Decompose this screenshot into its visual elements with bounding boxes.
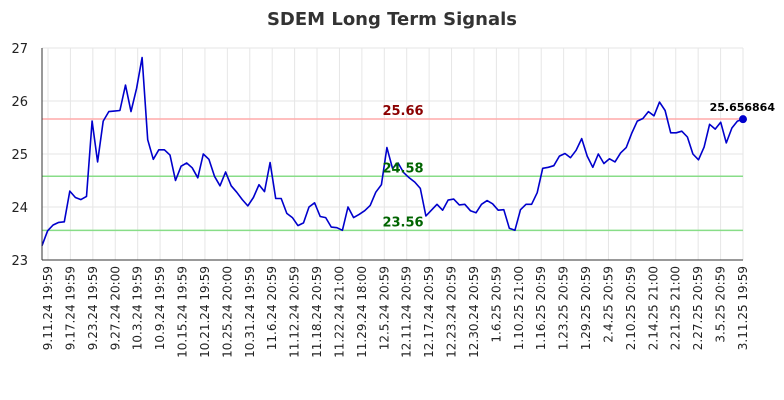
x-tick-label: 9.17.24 19:59	[63, 266, 77, 350]
y-tick-label: 24	[11, 201, 28, 216]
x-tick-label: 2.4.25 20:59	[601, 266, 615, 343]
x-tick-label: 1.16.25 20:59	[534, 266, 548, 350]
y-tick-label: 25	[11, 148, 28, 163]
labels: 25.66 24.58 23.56 25.656864	[382, 101, 775, 230]
x-tick-label: 10.21.24 19:59	[198, 266, 212, 358]
x-tick-label: 12.30.24 20:59	[467, 266, 481, 358]
x-tick-label: 12.23.24 20:59	[445, 266, 459, 358]
series-line	[41, 56, 744, 246]
last-value-label: 25.656864	[710, 101, 776, 114]
last-point-marker	[739, 115, 747, 124]
x-tick-label: 12.17.24 20:59	[422, 266, 436, 358]
x-tick-label: 10.31.24 19:59	[243, 266, 257, 358]
series-layer	[41, 56, 747, 246]
y-tick-label: 27	[11, 42, 28, 57]
x-tick-label: 12.5.24 20:59	[377, 266, 391, 350]
x-tick-label: 12.11.24 20:59	[400, 266, 414, 358]
x-tick-label: 11.18.24 20:59	[310, 266, 324, 358]
x-tick-label: 10.25.24 20:00	[220, 266, 234, 358]
grid	[42, 47, 744, 261]
x-tick-label: 9.23.24 19:59	[86, 266, 100, 350]
x-tick-label: 10.15.24 19:59	[176, 266, 190, 358]
x-tick-label: 2.14.25 21:00	[646, 266, 660, 350]
x-tick-label: 9.11.24 19:59	[41, 266, 55, 350]
x-tick-label: 1.29.25 20:59	[579, 266, 593, 350]
axes: 23 24 25 26 27 9.11.24 19:59 9.17.24 19:59 9.23…	[11, 42, 750, 358]
x-tick-label: 2.21.25 21:00	[669, 266, 683, 350]
x-tick-label: 11.12.24 20:59	[288, 266, 302, 358]
y-tick-label: 26	[11, 95, 28, 110]
x-tick-label: 11.29.24 18:00	[355, 266, 369, 358]
y-tick-label: 23	[11, 254, 28, 269]
signal-levels	[42, 118, 743, 232]
x-tick-label: 2.10.25 20:59	[624, 266, 638, 350]
chart-title: SDEM Long Term Signals	[267, 9, 517, 30]
x-tick-label: 10.9.24 19:59	[153, 266, 167, 350]
x-tick-label: 1.10.25 21:00	[512, 266, 526, 350]
x-tick-label: 10.3.24 19:59	[131, 266, 145, 350]
x-tick-label: 3.11.25 19:59	[736, 266, 750, 350]
x-tick-label: 11.6.24 20:59	[265, 266, 279, 350]
x-tick-label: 2.27.25 20:59	[691, 266, 705, 350]
x-tick-label: 1.23.25 20:59	[557, 266, 571, 350]
x-tick-label: 11.22.24 21:00	[332, 266, 346, 358]
x-tick-label: 3.5.25 20:59	[714, 266, 728, 343]
level-label: 24.58	[382, 161, 423, 176]
x-tick-label: 9.27.24 20:00	[108, 266, 122, 350]
level-label: 25.66	[382, 104, 423, 119]
x-tick-label: 1.6.25 20:59	[489, 266, 503, 343]
level-label: 23.56	[382, 215, 423, 230]
